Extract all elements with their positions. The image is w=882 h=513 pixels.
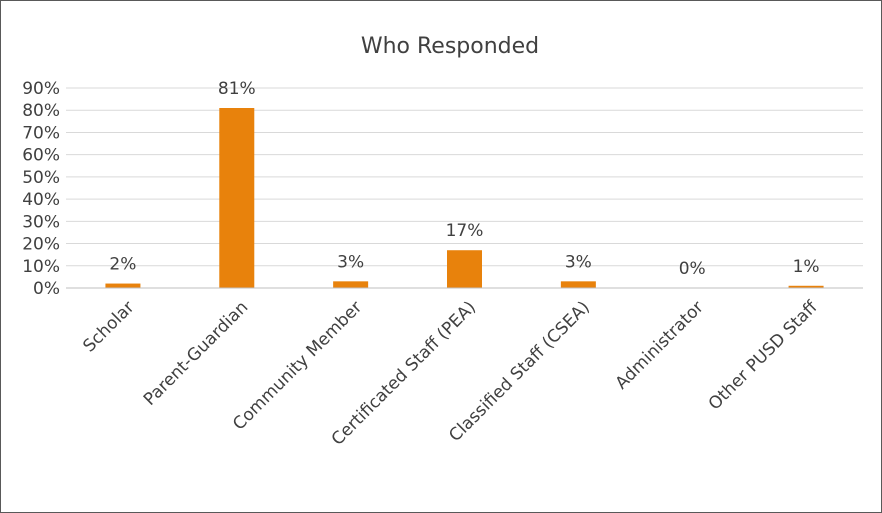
- chart-title: Who Responded: [361, 34, 539, 59]
- y-tick-label: 40%: [22, 190, 60, 210]
- y-tick-label: 50%: [22, 168, 60, 188]
- y-tick-label: 90%: [22, 79, 60, 99]
- category-label: Administrator: [612, 297, 708, 393]
- category-label: Scholar: [79, 297, 138, 356]
- data-label: 3%: [565, 252, 592, 272]
- category-label: Parent-Guardian: [140, 297, 252, 409]
- category-label: Other PUSD Staff: [705, 296, 823, 414]
- y-tick-label: 20%: [22, 235, 60, 255]
- data-labels: 2% 81% 3% 17% 3% 0% 1%: [109, 79, 819, 279]
- data-label: 3%: [337, 252, 364, 272]
- bar: [560, 281, 596, 288]
- y-tick-label: 10%: [22, 257, 60, 277]
- bar: [219, 108, 255, 288]
- y-tick-label: 80%: [22, 101, 60, 121]
- data-label: 2%: [109, 255, 136, 275]
- category-label: Community Member: [229, 297, 366, 434]
- bars: [105, 108, 824, 288]
- bar: [447, 250, 482, 288]
- bar: [788, 285, 824, 288]
- data-label: 81%: [218, 79, 256, 99]
- data-label: 1%: [793, 257, 820, 277]
- y-tick-label: 60%: [22, 146, 60, 166]
- data-label: 17%: [446, 221, 484, 241]
- gridlines: [66, 87, 863, 267]
- y-tick-label: 70%: [22, 123, 60, 143]
- y-tick-label: 30%: [22, 212, 60, 232]
- y-axis-ticks: 0%10%20% 30%40%50%60% 70%80%90%: [22, 79, 60, 299]
- y-tick-label: 0%: [33, 279, 60, 299]
- data-label: 0%: [679, 259, 706, 279]
- bar: [105, 283, 141, 288]
- bar: [333, 281, 369, 288]
